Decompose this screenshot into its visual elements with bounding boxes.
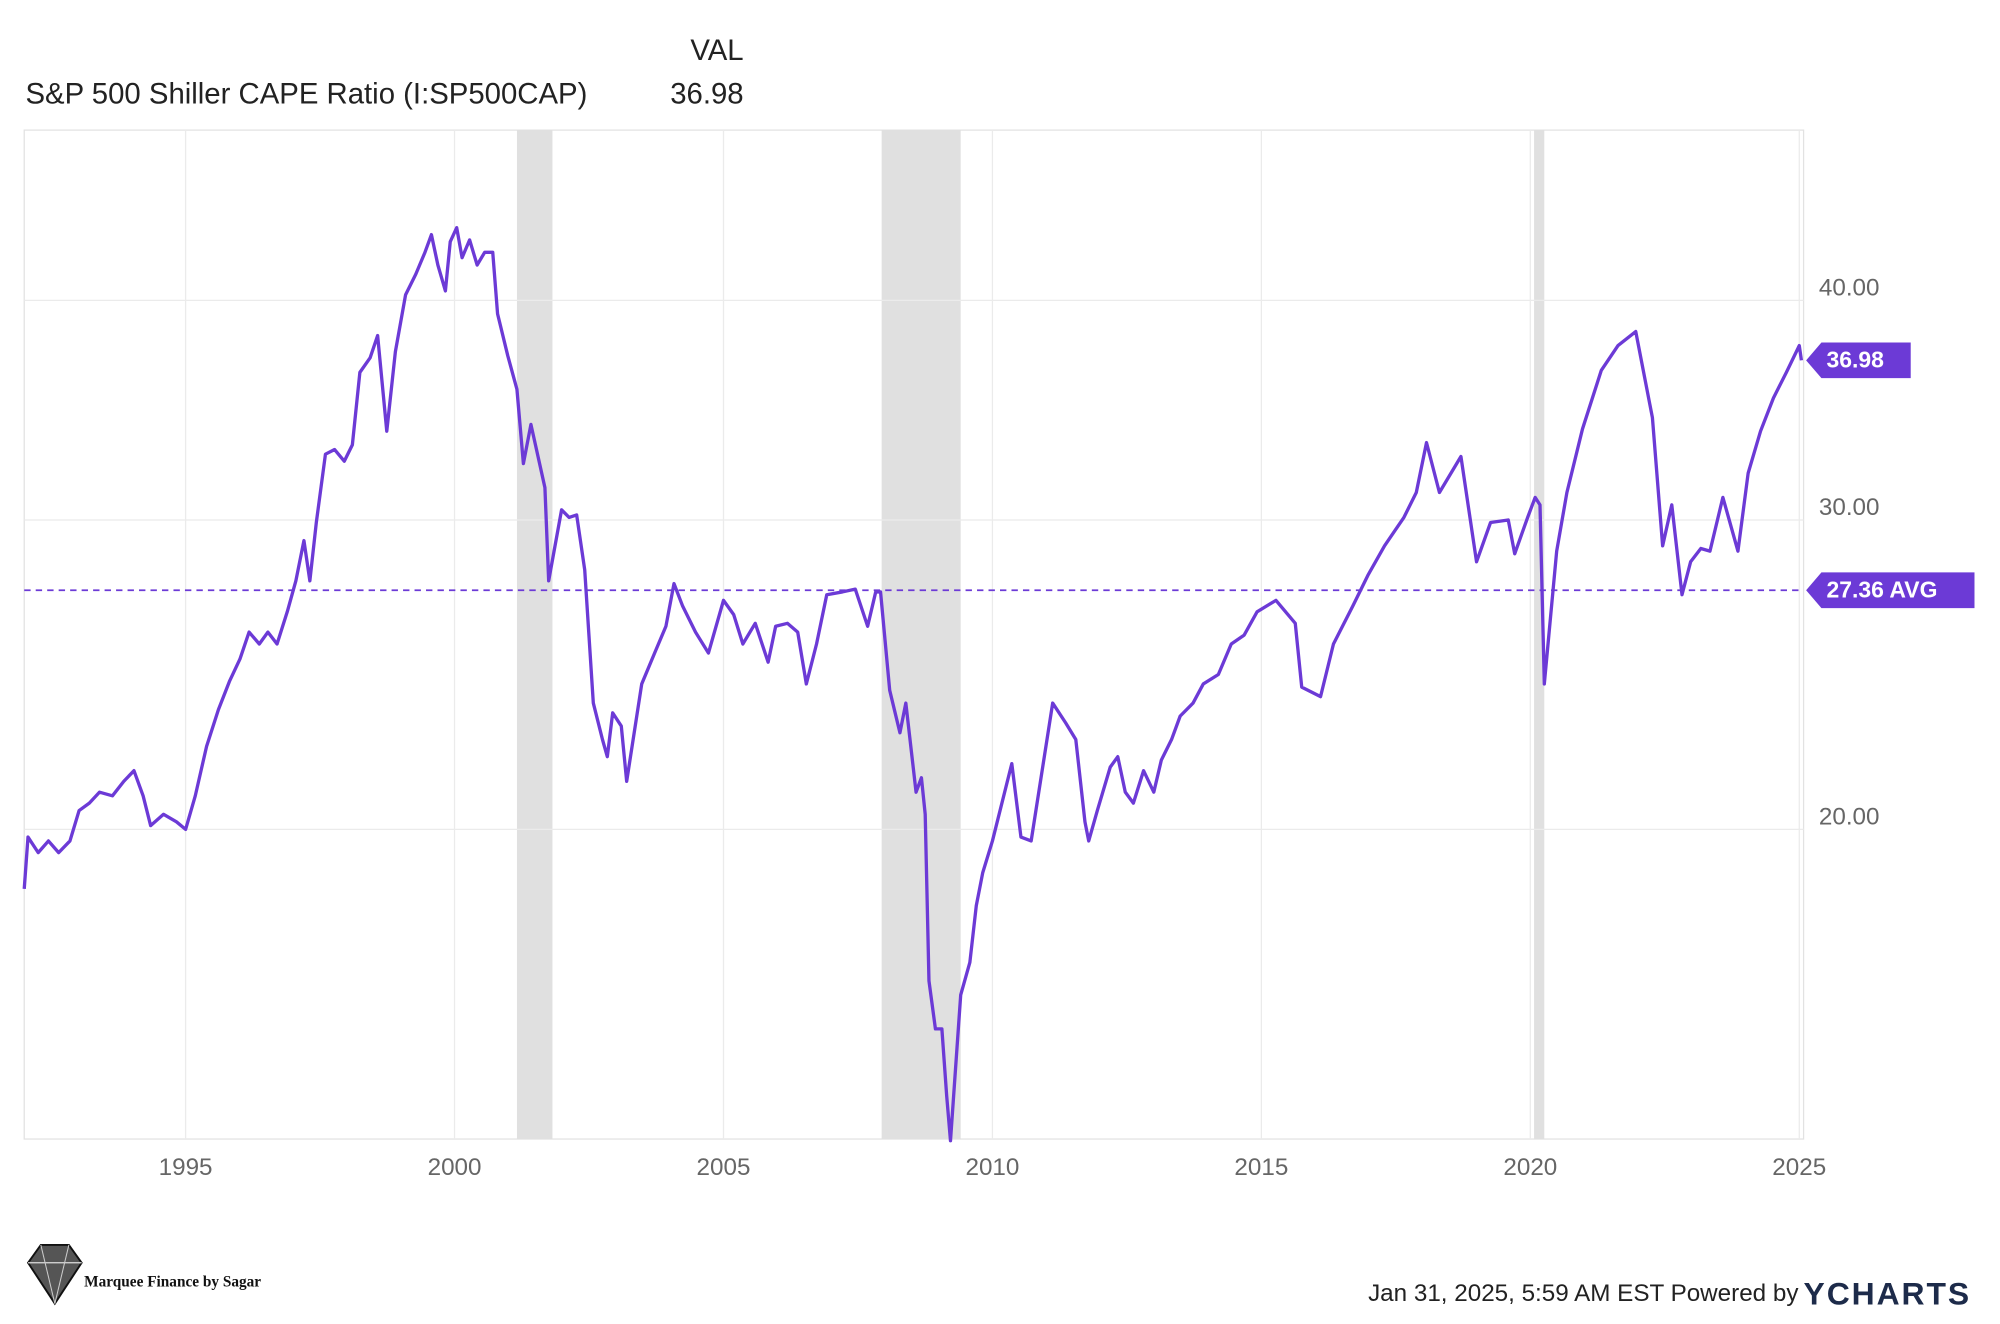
recession-band <box>516 130 553 1140</box>
x-tick-label: 1995 <box>159 1154 213 1181</box>
series-line <box>22 226 1804 1143</box>
x-tick-label: 2015 <box>1234 1154 1288 1181</box>
y-tick-label: 20.00 <box>1819 803 1880 830</box>
last-value-label: 36.98 <box>1827 347 1885 373</box>
average-label: 27.36 AVG <box>1827 577 1938 603</box>
current-value: 36.98 <box>670 77 743 110</box>
x-tick-label: 2005 <box>697 1154 751 1181</box>
watermark-logo <box>26 1243 83 1306</box>
series-name: S&P 500 Shiller CAPE Ratio (I:SP500CAP) <box>26 77 588 110</box>
y-tick-label: 40.00 <box>1819 274 1880 301</box>
timestamp: Jan 31, 2025, 5:59 AM EST Powered by <box>1368 1280 1799 1307</box>
recession-band <box>881 130 961 1140</box>
watermark: Marquee Finance by Sagar <box>84 1274 261 1291</box>
recession-band <box>1534 130 1545 1140</box>
y-tick-label: 30.00 <box>1819 494 1880 521</box>
x-tick-label: 2025 <box>1772 1154 1826 1181</box>
value-header: VAL <box>690 34 743 67</box>
average-badge <box>1806 572 1975 609</box>
x-tick-label: 2000 <box>428 1154 482 1181</box>
x-tick-label: 2020 <box>1503 1154 1557 1181</box>
last-value-badge <box>1806 342 1911 379</box>
brand: YCHARTS <box>1804 1275 1971 1311</box>
x-tick-label: 2010 <box>965 1154 1019 1181</box>
